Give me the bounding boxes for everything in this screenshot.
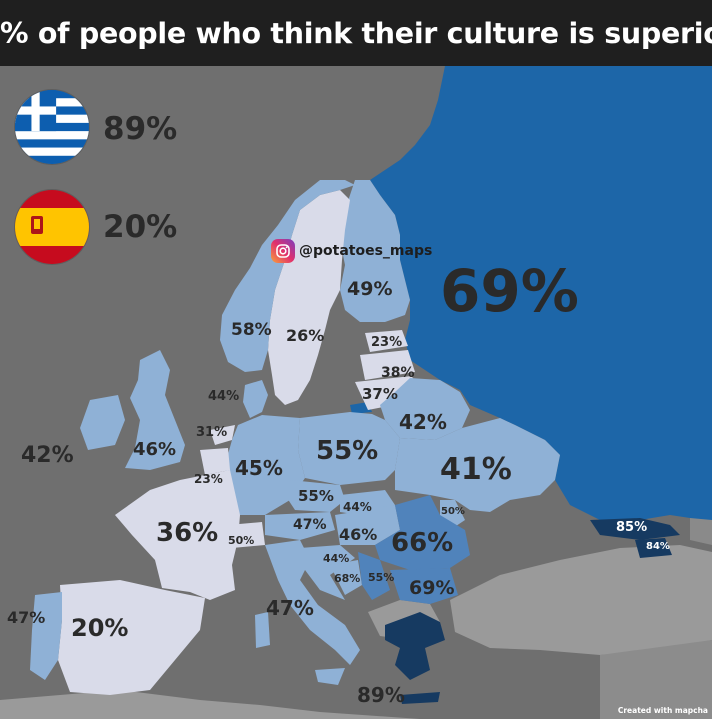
sardinia-region (255, 612, 270, 648)
label-georgia: 85% (616, 520, 648, 535)
russia-region (370, 66, 712, 525)
bulgaria-region (390, 568, 458, 604)
label-lithuania: 37% (362, 385, 398, 403)
label-belarus: 42% (399, 410, 447, 434)
bosnia-region (330, 560, 362, 595)
sweden-region (268, 190, 350, 405)
instagram-icon (271, 239, 295, 263)
label-ireland: 42% (21, 443, 74, 468)
germany-region (225, 415, 305, 515)
portugal-region (30, 592, 62, 680)
denmark-region (243, 380, 268, 418)
label-poland: 55% (316, 436, 379, 466)
france-region (115, 470, 240, 600)
poland-region (298, 412, 400, 485)
middle-east-land (600, 640, 712, 719)
ireland-region (80, 395, 125, 450)
hungary-region (335, 505, 400, 545)
netherlands-region (210, 425, 235, 445)
turkey-land (450, 545, 712, 655)
label-czechia: 55% (298, 487, 334, 505)
label-uk: 46% (133, 439, 177, 460)
europe-map (0, 66, 712, 719)
czechia-region (285, 480, 345, 512)
label-spain: 20% (71, 614, 129, 642)
label-estonia: 23% (371, 335, 403, 350)
belgium-region (200, 448, 230, 475)
label-bosnia: 68% (334, 572, 361, 585)
label-sweden: 26% (286, 326, 325, 345)
austria-region (265, 512, 335, 540)
label-slovakia: 44% (343, 500, 372, 514)
instagram-handle: @potatoes_maps (271, 236, 432, 266)
greece-percentage: 89% (103, 111, 178, 147)
label-greece: 89% (357, 683, 405, 707)
armenia-region (635, 538, 672, 558)
georgia-region (590, 518, 680, 540)
label-norway: 58% (231, 320, 272, 340)
label-portugal: 47% (7, 608, 46, 627)
ukraine-region (395, 418, 560, 512)
label-switzerland: 50% (228, 534, 255, 547)
label-italy: 47% (266, 596, 314, 620)
label-finland: 49% (347, 278, 393, 300)
finland-region (340, 180, 410, 322)
label-france: 36% (156, 518, 219, 548)
spain-region (58, 580, 205, 695)
sicily-region (315, 668, 345, 685)
belarus-region (380, 378, 470, 440)
label-russia: 69% (440, 257, 579, 325)
greece-flag-icon (15, 90, 89, 164)
serbia-region (358, 552, 390, 600)
credit-text: Created with mapcha (617, 706, 708, 715)
greece-region (385, 612, 445, 680)
label-latvia: 38% (381, 365, 415, 381)
romania-region (375, 495, 470, 570)
label-germany: 45% (235, 456, 283, 480)
label-ukraine: 41% (440, 452, 512, 487)
uk-region (125, 350, 185, 470)
label-croatia: 44% (323, 552, 350, 565)
label-netherlands: 31% (196, 425, 228, 440)
label-denmark: 44% (208, 389, 240, 404)
norway-region (220, 180, 355, 372)
spain-percentage: 20% (103, 209, 178, 245)
label-belgium: 23% (194, 472, 223, 486)
label-austria: 47% (293, 517, 327, 533)
label-armenia: 84% (646, 541, 670, 552)
label-serbia: 55% (368, 571, 395, 584)
spain-flag-icon (15, 190, 89, 264)
label-bulgaria: 69% (409, 577, 455, 599)
crete-region (400, 692, 440, 704)
label-hungary: 46% (339, 525, 378, 544)
italy-region (265, 540, 360, 665)
instagram-handle-text: @potatoes_maps (299, 243, 433, 259)
croatia-region (300, 545, 355, 600)
label-moldova: 50% (441, 506, 465, 517)
label-romania: 66% (391, 528, 454, 558)
estonia-region (365, 330, 408, 352)
title-bar (0, 0, 712, 66)
page-title: % of people who think their culture is s… (0, 17, 712, 50)
north-africa-land (0, 690, 420, 719)
switzerland-region (228, 522, 265, 548)
latvia-region (360, 350, 415, 380)
